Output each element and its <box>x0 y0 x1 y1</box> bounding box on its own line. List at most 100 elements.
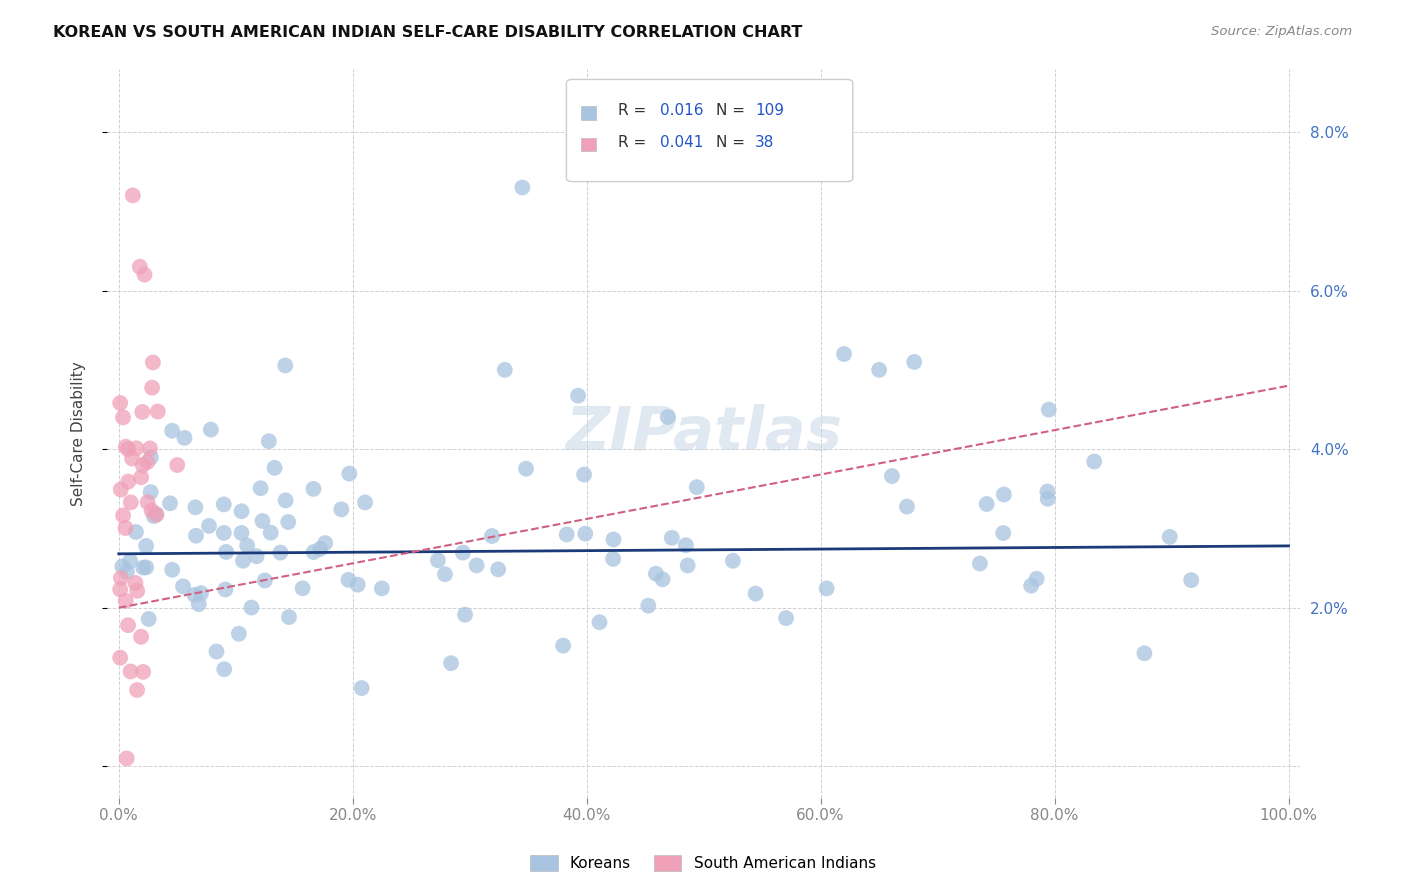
Legend: Koreans, South American Indians: Koreans, South American Indians <box>524 849 882 877</box>
Point <box>274 493 297 508</box>
Point <box>253 574 276 588</box>
Text: 109: 109 <box>755 103 785 119</box>
Point <box>135 539 157 553</box>
Point <box>145 507 167 521</box>
Point <box>721 554 744 568</box>
Point <box>486 562 509 576</box>
Point <box>183 588 205 602</box>
Point <box>114 594 136 608</box>
Point <box>451 546 474 560</box>
Point <box>231 504 253 518</box>
Point <box>160 424 183 438</box>
Point <box>120 495 142 509</box>
Point <box>129 470 152 484</box>
Point <box>136 455 159 469</box>
Point <box>129 630 152 644</box>
Point <box>121 451 143 466</box>
Point <box>314 536 336 550</box>
Point <box>252 514 274 528</box>
Point <box>494 363 516 377</box>
Point <box>184 500 207 515</box>
Point <box>602 533 624 547</box>
Point <box>173 431 195 445</box>
Point <box>190 586 212 600</box>
Point <box>637 599 659 613</box>
Point <box>302 545 325 559</box>
FancyBboxPatch shape <box>567 79 853 182</box>
Point <box>212 498 235 512</box>
Point <box>567 389 589 403</box>
Point <box>114 521 136 535</box>
Point <box>139 450 162 465</box>
Point <box>200 423 222 437</box>
Point <box>993 526 1015 541</box>
Point <box>815 582 838 596</box>
Point <box>141 381 163 395</box>
Point <box>969 557 991 571</box>
Point <box>1019 579 1042 593</box>
Text: R =: R = <box>617 135 651 150</box>
Point <box>1083 454 1105 468</box>
Point <box>240 600 263 615</box>
Point <box>686 480 709 494</box>
Point <box>572 467 595 482</box>
Point <box>775 611 797 625</box>
Point <box>117 618 139 632</box>
Text: 0.016: 0.016 <box>659 103 703 119</box>
Point <box>205 644 228 658</box>
Point <box>346 577 368 591</box>
Point <box>744 586 766 600</box>
Point <box>127 583 149 598</box>
Point <box>124 576 146 591</box>
Y-axis label: Self-Care Disability: Self-Care Disability <box>72 361 86 506</box>
Point <box>138 612 160 626</box>
Point <box>198 519 221 533</box>
Point <box>117 475 139 489</box>
Point <box>112 508 135 523</box>
Point <box>880 469 903 483</box>
Point <box>602 552 624 566</box>
Point <box>675 538 697 552</box>
Text: 0.041: 0.041 <box>659 135 703 150</box>
Point <box>187 597 209 611</box>
Point <box>117 442 139 457</box>
Point <box>832 347 855 361</box>
Point <box>371 582 394 596</box>
Point <box>110 483 132 497</box>
Point <box>350 681 373 695</box>
Point <box>512 180 534 194</box>
Point <box>146 404 169 418</box>
Point <box>257 434 280 449</box>
Point <box>263 460 285 475</box>
Point <box>125 524 148 539</box>
Text: KOREAN VS SOUTH AMERICAN INDIAN SELF-CARE DISABILITY CORRELATION CHART: KOREAN VS SOUTH AMERICAN INDIAN SELF-CAR… <box>53 25 803 40</box>
Point <box>231 526 253 541</box>
Point <box>159 496 181 510</box>
Point <box>260 525 283 540</box>
Point <box>337 467 360 481</box>
Point <box>896 500 918 514</box>
Point <box>120 554 142 568</box>
Point <box>108 396 131 410</box>
Point <box>136 495 159 509</box>
Text: 38: 38 <box>755 135 775 150</box>
Point <box>553 639 575 653</box>
Point <box>132 560 155 574</box>
Point <box>337 573 360 587</box>
Point <box>134 268 156 282</box>
Point <box>277 515 299 529</box>
Text: N =: N = <box>716 135 749 150</box>
Point <box>215 545 238 559</box>
Text: ZIPatlas: ZIPatlas <box>565 404 842 463</box>
Point <box>645 566 668 581</box>
Point <box>214 582 236 597</box>
Point <box>111 559 134 574</box>
Point <box>135 560 157 574</box>
Point <box>868 363 890 377</box>
Point <box>249 481 271 495</box>
Point <box>125 683 148 698</box>
Point <box>454 607 477 622</box>
Point <box>115 565 138 579</box>
Point <box>128 260 150 274</box>
Text: R =: R = <box>617 103 651 119</box>
